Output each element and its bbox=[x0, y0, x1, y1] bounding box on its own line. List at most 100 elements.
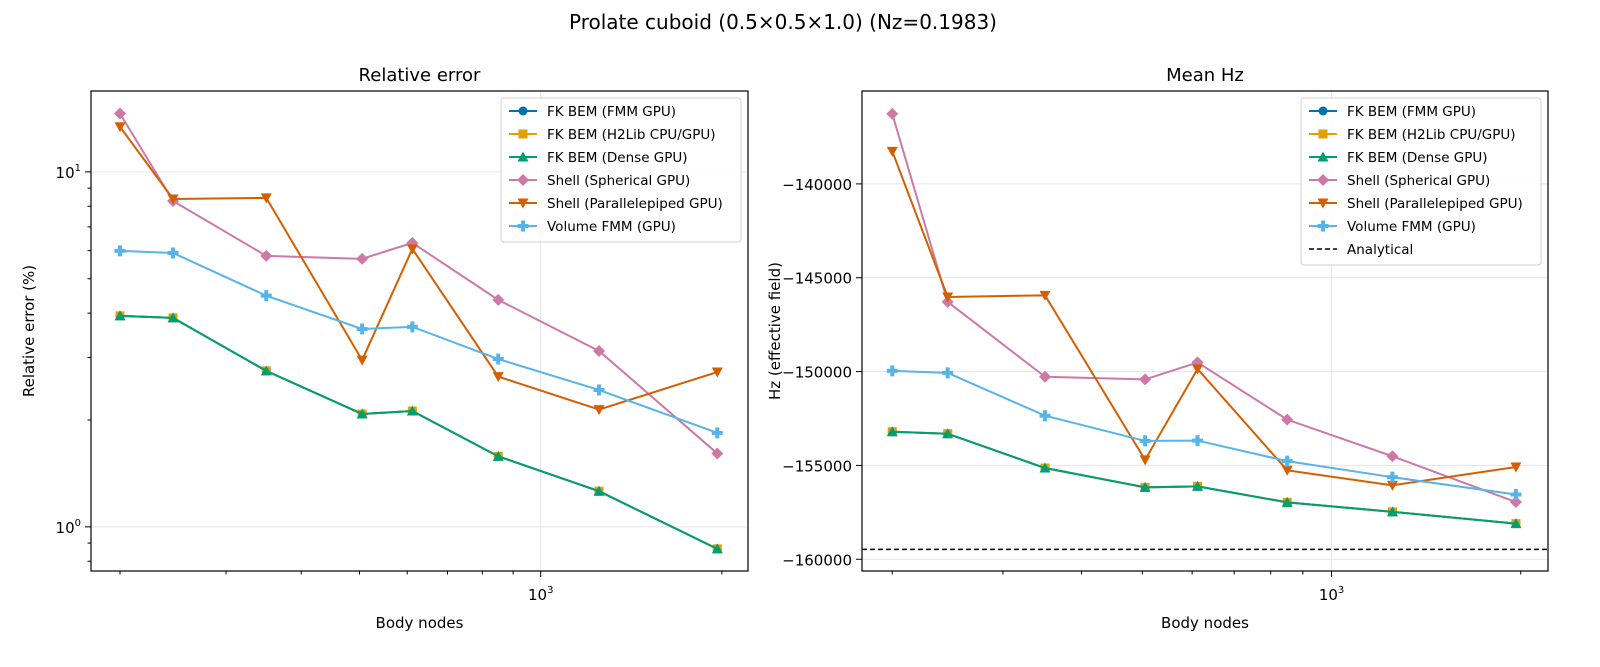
x-axis-label: Body nodes bbox=[1161, 614, 1249, 632]
data-point bbox=[167, 194, 179, 205]
series-fk-h2lib bbox=[115, 311, 722, 554]
data-point bbox=[260, 365, 272, 376]
legend-entry: Shell (Spherical GPU) bbox=[509, 173, 690, 189]
data-point bbox=[1510, 462, 1522, 473]
data-point bbox=[406, 405, 418, 416]
legend-marker-triangle-down-icon bbox=[1317, 198, 1329, 209]
legend: FK BEM (FMM GPU) FK BEM (H2Lib CPU/GPU) FK… bbox=[1300, 97, 1542, 266]
series-line bbox=[119, 314, 718, 550]
legend-entry: FK BEM (FMM GPU) bbox=[1309, 104, 1476, 120]
data-point bbox=[886, 426, 898, 437]
axes-frame bbox=[861, 90, 1549, 572]
data-point bbox=[886, 146, 898, 157]
y-axis-label: Hz (effective field) bbox=[766, 262, 784, 400]
legend-entry: Shell (Parallelepiped GPU) bbox=[1309, 196, 1523, 212]
x-tick-label: 103 bbox=[528, 585, 553, 604]
y-tick-label: −155000 bbox=[782, 457, 852, 475]
plot-area bbox=[113, 107, 724, 554]
legend: FK BEM (FMM GPU) FK BEM (H2Lib CPU/GPU) FK… bbox=[500, 97, 742, 243]
legend-entry: Shell (Spherical GPU) bbox=[1309, 173, 1490, 189]
legend-label: FK BEM (FMM GPU) bbox=[547, 104, 676, 120]
y-tick-label: −160000 bbox=[782, 551, 852, 569]
figure-suptitle: Prolate cuboid (0.5×0.5×1.0) (Nz=0.1983) bbox=[569, 10, 997, 34]
x-tick-label: 103 bbox=[1319, 585, 1344, 604]
y-tick-label: −145000 bbox=[782, 270, 852, 288]
data-point bbox=[260, 290, 272, 302]
data-point bbox=[1139, 481, 1151, 492]
legend-box bbox=[500, 97, 742, 243]
data-point bbox=[1386, 506, 1398, 517]
data-point bbox=[1510, 489, 1522, 501]
series-shell-parallelepiped bbox=[886, 146, 1522, 491]
data-point bbox=[1281, 455, 1293, 467]
y-tick-label: −150000 bbox=[782, 364, 852, 382]
data-point bbox=[593, 384, 605, 396]
series-line bbox=[119, 249, 718, 434]
series-fk-fmm bbox=[115, 311, 722, 554]
data-point bbox=[356, 323, 368, 335]
data-point bbox=[711, 427, 723, 439]
data-point bbox=[593, 344, 606, 357]
data-point bbox=[1509, 496, 1522, 509]
data-point bbox=[942, 428, 954, 439]
legend-entry: FK BEM (Dense GPU) bbox=[1309, 150, 1488, 166]
series-line bbox=[892, 430, 1517, 525]
data-point bbox=[1386, 450, 1399, 463]
legend-label: Shell (Spherical GPU) bbox=[1347, 173, 1490, 189]
series-line bbox=[119, 126, 718, 411]
y-tick-label: −140000 bbox=[782, 176, 852, 194]
y-tick-label: 100 bbox=[56, 518, 81, 537]
plot-area bbox=[862, 107, 1548, 551]
series-fk-dense bbox=[886, 426, 1522, 529]
data-point bbox=[711, 447, 724, 460]
legend-entry: FK BEM (Dense GPU) bbox=[509, 150, 688, 166]
data-point bbox=[1139, 373, 1152, 386]
legend-label: FK BEM (Dense GPU) bbox=[547, 150, 688, 166]
data-point bbox=[1039, 410, 1051, 422]
series-line bbox=[892, 430, 1517, 525]
legend-marker-plus-icon bbox=[1317, 220, 1329, 232]
legend-marker-circle-icon bbox=[518, 106, 528, 116]
data-point bbox=[886, 107, 899, 120]
data-point bbox=[114, 122, 126, 133]
data-point bbox=[593, 405, 605, 416]
y-axis-label: Relative error (%) bbox=[20, 265, 38, 397]
data-point bbox=[711, 543, 723, 554]
relative-error-plot: Relative error Body nodes Relative error (… bbox=[20, 65, 749, 632]
data-point bbox=[711, 367, 723, 378]
data-point bbox=[593, 485, 605, 496]
legend-marker-triangle-up-icon bbox=[1317, 151, 1329, 162]
data-point bbox=[1039, 290, 1051, 301]
legend-marker-plus-icon bbox=[517, 220, 529, 232]
data-point bbox=[1139, 435, 1151, 447]
data-point bbox=[492, 353, 504, 365]
legend-marker-triangle-down-icon bbox=[517, 198, 529, 209]
plot-title: Relative error bbox=[359, 65, 481, 86]
y-tick-label: 101 bbox=[56, 163, 81, 182]
data-point bbox=[1192, 435, 1204, 447]
mean-hz-plot: Mean Hz Body nodes Hz (effective field) 103… bbox=[766, 65, 1549, 632]
series-line bbox=[119, 314, 718, 550]
series-shell-parallelepiped bbox=[114, 122, 723, 416]
legend-marker-triangle-up-icon bbox=[517, 151, 529, 162]
legend-label: FK BEM (H2Lib CPU/GPU) bbox=[1347, 127, 1516, 143]
data-point bbox=[1510, 518, 1522, 529]
legend-label: FK BEM (FMM GPU) bbox=[1347, 104, 1476, 120]
legend-box bbox=[1300, 97, 1542, 266]
data-point bbox=[167, 312, 179, 323]
plot-title: Mean Hz bbox=[1166, 65, 1244, 86]
legend-label: Analytical bbox=[1347, 242, 1413, 258]
data-point bbox=[492, 293, 505, 306]
data-point bbox=[113, 107, 126, 120]
data-point bbox=[942, 367, 954, 379]
legend-marker-square-icon bbox=[518, 129, 528, 139]
legend-entry: FK BEM (H2Lib CPU/GPU) bbox=[1309, 127, 1516, 143]
data-point bbox=[1281, 496, 1293, 507]
legend-label: FK BEM (Dense GPU) bbox=[1347, 150, 1488, 166]
data-point bbox=[1039, 462, 1051, 473]
data-point bbox=[492, 372, 504, 383]
series-line bbox=[891, 113, 1517, 503]
data-point bbox=[1192, 480, 1204, 491]
data-point bbox=[114, 310, 126, 321]
